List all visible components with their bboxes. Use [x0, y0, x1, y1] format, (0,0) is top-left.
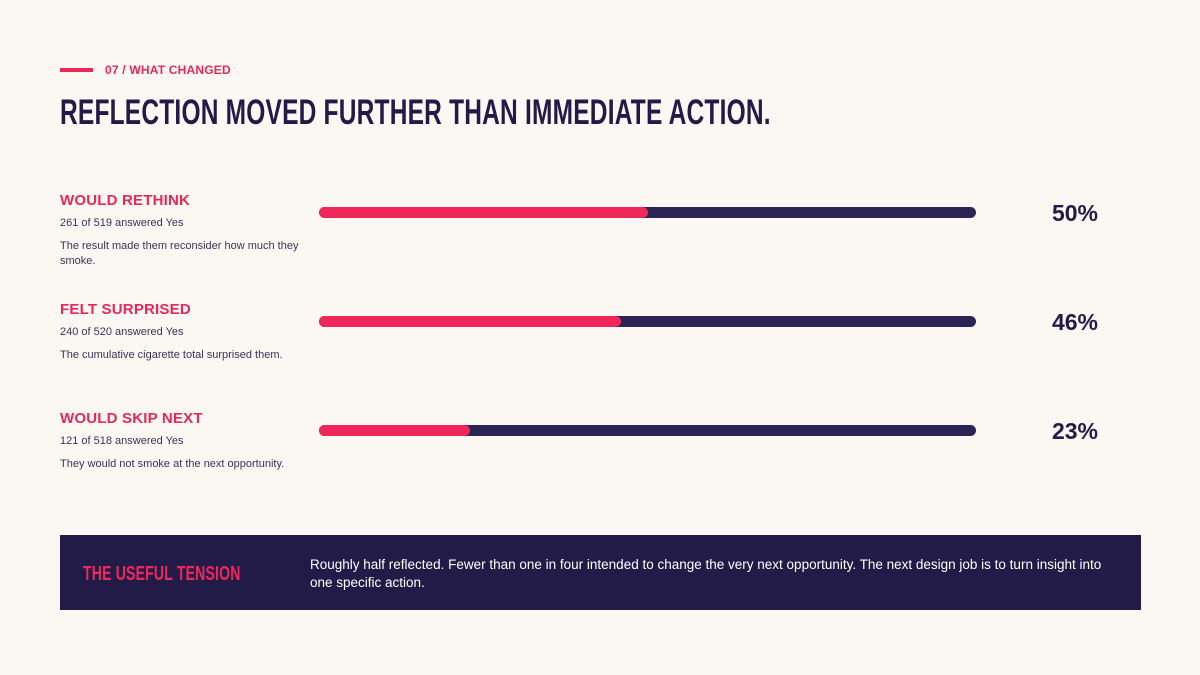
bar-fill — [319, 316, 622, 327]
bar-row: FELT SURPRISED 240 of 520 answered Yes T… — [0, 301, 1200, 401]
bar-count-text: 261 of 519 answered Yes — [60, 217, 184, 229]
kicker-accent-line — [60, 68, 93, 72]
kicker-text: 07 / WHAT CHANGED — [105, 63, 231, 77]
bar-fill — [319, 207, 648, 218]
bar-value-label: 50% — [1051, 200, 1098, 226]
bar-description: They would not smoke at the next opportu… — [60, 458, 285, 470]
callout-panel: THE USEFUL TENSION Roughly half reflecte… — [60, 535, 1141, 610]
bar-category-label: WOULD SKIP NEXT — [60, 410, 203, 427]
bar-description: The result made them reconsider how much… — [60, 240, 299, 267]
bar-count-text: 121 of 518 answered Yes — [60, 435, 184, 447]
bar-value-label: 23% — [1051, 418, 1098, 444]
bar-track — [319, 425, 976, 436]
bar-value-label: 46% — [1051, 309, 1098, 335]
callout-text: Roughly half reflected. Fewer than one i… — [310, 557, 1102, 590]
bar-category-label: FELT SURPRISED — [60, 301, 191, 318]
bar-category-label: WOULD RETHINK — [60, 192, 191, 209]
bar-track — [319, 207, 976, 218]
bar-count-text: 240 of 520 answered Yes — [60, 326, 184, 338]
slide-headline: REFLECTION MOVED FURTHER THAN IMMEDIATE … — [60, 93, 771, 132]
bar-row: WOULD SKIP NEXT 121 of 518 answered Yes … — [0, 410, 1200, 510]
section-kicker: 07 / WHAT CHANGED — [60, 63, 231, 77]
bar-fill — [319, 425, 471, 436]
bar-description: The cumulative cigarette total surprised… — [60, 349, 283, 361]
callout-title: THE USEFUL TENSION — [83, 563, 241, 585]
bar-track — [319, 316, 976, 327]
bar-row: WOULD RETHINK 261 of 519 answered Yes Th… — [0, 192, 1200, 292]
